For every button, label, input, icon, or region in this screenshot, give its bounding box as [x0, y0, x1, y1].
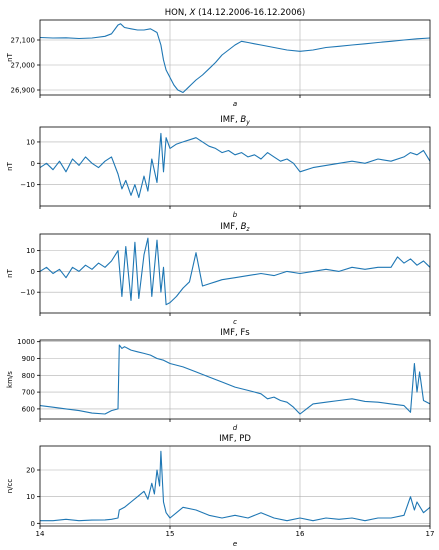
series-line: [40, 132, 430, 199]
panel-title-part: B: [241, 222, 247, 232]
panel-title-part: B: [240, 115, 246, 125]
panel-title-part: IMF, Fs: [220, 328, 250, 338]
panel-title-part: IMF,: [220, 115, 240, 125]
series-line: [40, 450, 430, 522]
panel-title: IMF, Bz: [220, 222, 250, 233]
y-tick-label: 1000: [17, 338, 35, 346]
y-tick-label: 0: [31, 160, 35, 168]
y-tick-label: 27,000: [11, 62, 36, 70]
x-axis-caption: e: [233, 540, 237, 548]
plot-frame: [39, 19, 431, 96]
plot-frame: [39, 445, 431, 527]
panel-title: IMF, Fs: [220, 328, 250, 338]
plot-frame: [39, 126, 431, 207]
y-tick-label: 26,900: [11, 87, 36, 95]
y-axis-label: nT: [6, 268, 14, 277]
y-axis-label: km/s: [6, 371, 14, 388]
panel-title-part: X: [189, 8, 196, 18]
panel-title: HON, X (14.12.2006-16.12.2006): [165, 8, 305, 18]
x-tick-label: 15: [166, 530, 175, 538]
plot-frame: [39, 233, 431, 314]
panel-title-part: IMF, PD: [219, 434, 251, 444]
panel-4: IMF, Fs 600 700 800 900 1000 km/s d: [6, 328, 431, 432]
y-tick-label: 700: [22, 389, 35, 397]
x-tick-label: 14: [36, 530, 45, 538]
y-tick-label: 800: [22, 372, 35, 380]
y-tick-label: −10: [20, 181, 35, 189]
panel-2: IMF, By −10 0 10 nT b: [6, 115, 431, 219]
panel-title-part: y: [245, 119, 250, 126]
plot-frame: [39, 339, 431, 420]
panel-1: HON, X (14.12.2006-16.12.2006) 26,900 27,0…: [6, 8, 431, 108]
y-tick-label: 20: [26, 467, 35, 475]
y-tick-label: 0: [31, 268, 35, 276]
y-tick-label: −10: [20, 289, 35, 297]
panel-title: IMF, PD: [219, 434, 251, 444]
y-axis-label: nT: [6, 161, 14, 170]
series-line: [40, 237, 430, 306]
y-tick-label: 0: [31, 520, 35, 528]
x-axis-caption: a: [233, 100, 237, 108]
panel-3: IMF, Bz −10 0 10 nT c: [6, 222, 431, 326]
y-tick-label: 10: [26, 247, 35, 255]
y-axis-label: nT: [6, 52, 14, 61]
x-tick-label: 17: [426, 530, 435, 538]
y-tick-label: 27,100: [11, 37, 36, 45]
series-line: [40, 23, 430, 94]
panel-title-part: z: [245, 226, 250, 233]
y-tick-label: 600: [22, 405, 35, 413]
panel-5: IMF, PD 0 10 20 14 15 16 17 n/cc e: [6, 434, 434, 548]
panel-title-part: IMF,: [220, 222, 240, 232]
panel-title-part: (14.12.2006-16.12.2006): [195, 8, 305, 18]
x-tick-label: 16: [296, 530, 305, 538]
panel-title-part: HON,: [165, 8, 190, 18]
y-tick-label: 900: [22, 355, 35, 363]
y-tick-label: 10: [26, 493, 35, 501]
series-line: [40, 344, 430, 415]
x-axis-caption: d: [233, 424, 238, 432]
y-axis-label: n/cc: [6, 479, 14, 494]
x-axis-caption: c: [233, 318, 237, 326]
y-tick-label: 10: [26, 138, 35, 146]
panel-title: IMF, By: [220, 115, 250, 126]
x-axis-caption: b: [233, 211, 238, 219]
